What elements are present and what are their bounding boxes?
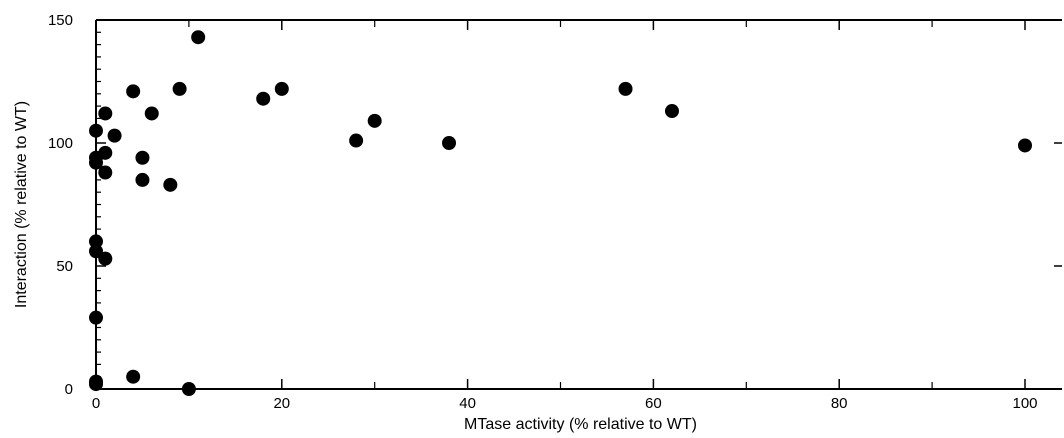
x-tick-label: 0 [92, 395, 100, 412]
data-point [98, 145, 113, 160]
data-point [126, 84, 141, 99]
y-axis-title: Interaction (% relative to WT) [13, 101, 30, 308]
data-point [442, 136, 457, 150]
data-point [256, 91, 271, 106]
x-tick-label: 60 [645, 395, 662, 412]
x-axis-title: MTase activity (% relative to WT) [464, 416, 697, 433]
x-tick-label: 40 [459, 395, 476, 412]
data-point [274, 81, 289, 96]
data-point [144, 106, 159, 121]
data-point [618, 81, 633, 96]
data-point [172, 81, 187, 96]
points-layer [89, 30, 1032, 396]
data-point [89, 123, 103, 138]
data-point [1018, 138, 1032, 153]
y-tick-label: 150 [48, 12, 73, 29]
data-point [89, 234, 103, 249]
data-point [664, 104, 679, 119]
data-point [98, 251, 113, 266]
y-tick-label: 50 [56, 258, 73, 275]
data-point [89, 155, 103, 170]
data-point [107, 128, 122, 143]
data-point [135, 172, 150, 187]
data-point [191, 30, 206, 45]
y-tick-label: 0 [65, 381, 73, 398]
data-point [98, 106, 113, 121]
ticks-layer [95, 19, 1062, 390]
data-point [181, 382, 196, 396]
data-point [135, 150, 150, 165]
axes-layer [95, 19, 1062, 390]
x-tick-label: 20 [273, 395, 290, 412]
data-point [367, 113, 382, 128]
y-tick-label: 100 [48, 135, 73, 152]
data-point [98, 165, 113, 180]
x-tick-label: 100 [1012, 395, 1037, 412]
data-point [163, 177, 178, 192]
data-point [89, 377, 103, 392]
data-point [349, 133, 364, 148]
x-tick-label: 80 [831, 395, 848, 412]
data-point [126, 369, 141, 384]
labels-layer: 0 20 40 60 80 100 0 50 100 150 [48, 12, 1038, 412]
data-point [89, 310, 103, 325]
